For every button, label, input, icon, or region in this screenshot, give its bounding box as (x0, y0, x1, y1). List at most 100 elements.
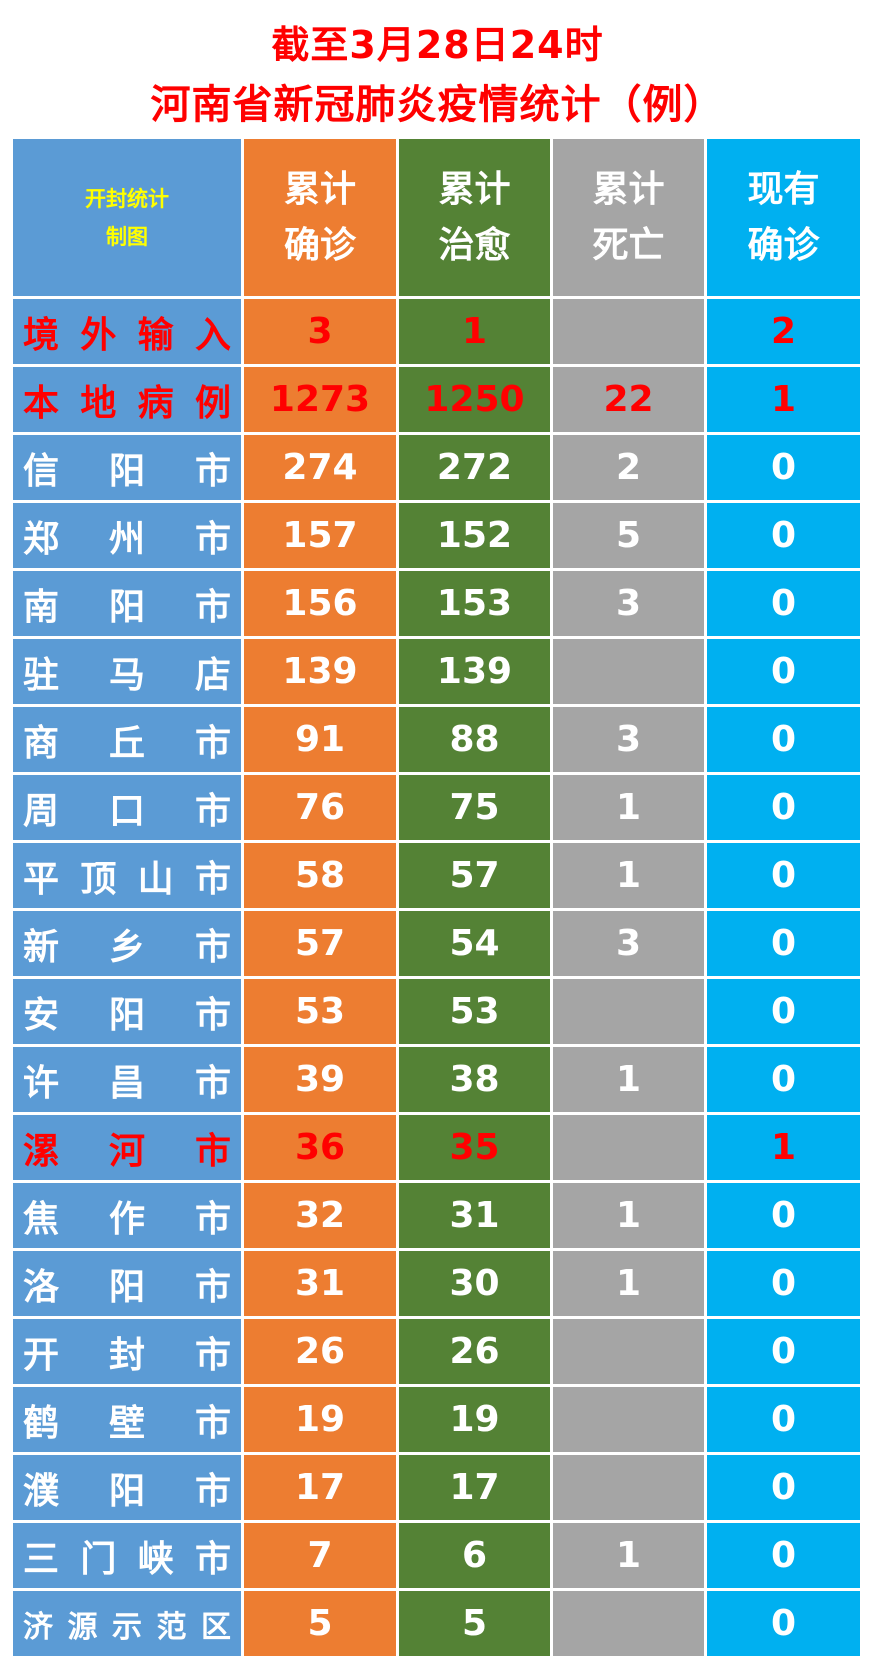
region-name: 境外输入 (23, 314, 231, 356)
region-name: 漯河市 (23, 1130, 231, 1172)
cell-current: 0 (707, 503, 860, 568)
row-label: 信阳市 (13, 435, 241, 500)
cell-current: 2 (707, 299, 860, 364)
region-name: 三门峡市 (23, 1538, 231, 1580)
row-label: 境外输入 (13, 299, 241, 364)
cell-cured: 35 (399, 1115, 550, 1180)
row-label: 鹤壁市 (13, 1387, 241, 1452)
row-label: 开封市 (13, 1319, 241, 1384)
cell-deaths: 3 (553, 571, 704, 636)
row-label: 商丘市 (13, 707, 241, 772)
header-line2: 治愈 (438, 224, 511, 266)
row-label: 安阳市 (13, 979, 241, 1044)
cell-deaths (553, 1591, 704, 1656)
cell-deaths: 3 (553, 911, 704, 976)
cell-current: 0 (707, 1523, 860, 1588)
cell-cured: 53 (399, 979, 550, 1044)
corner-credit: 开封统计 制图 (13, 139, 241, 296)
cell-cured: 19 (399, 1387, 550, 1452)
header-deaths: 累计 死亡 (553, 139, 704, 296)
corner-line2: 制图 (106, 224, 148, 249)
cell-current: 0 (707, 707, 860, 772)
header-line2: 确诊 (283, 224, 356, 266)
cell-current: 0 (707, 1387, 860, 1452)
cell-current: 0 (707, 1319, 860, 1384)
cell-deaths: 1 (553, 1523, 704, 1588)
cell-cured: 5 (399, 1591, 550, 1656)
cell-cured: 57 (399, 843, 550, 908)
title-date: 截至3月28日24时 (271, 23, 604, 67)
region-name: 许昌市 (23, 1062, 231, 1104)
cell-cured: 6 (399, 1523, 550, 1588)
cell-cured: 26 (399, 1319, 550, 1384)
header-line2: 确诊 (747, 224, 820, 266)
row-label: 济源示范区 (13, 1591, 241, 1656)
cell-confirmed: 57 (244, 911, 396, 976)
cell-current: 0 (707, 775, 860, 840)
region-name: 南阳市 (23, 586, 231, 628)
region-name: 洛阳市 (23, 1266, 231, 1308)
cell-cured: 272 (399, 435, 550, 500)
region-name: 济源示范区 (23, 1609, 231, 1645)
region-name: 商丘市 (23, 722, 231, 764)
row-label: 许昌市 (13, 1047, 241, 1112)
cell-confirmed: 26 (244, 1319, 396, 1384)
header-line1: 累计 (592, 168, 665, 210)
cell-deaths (553, 979, 704, 1044)
header-line1: 累计 (283, 168, 356, 210)
row-label: 漯河市 (13, 1115, 241, 1180)
region-name: 鹤壁市 (23, 1402, 231, 1444)
cell-confirmed: 19 (244, 1387, 396, 1452)
cell-cured: 152 (399, 503, 550, 568)
cell-deaths (553, 1455, 704, 1520)
cell-current: 0 (707, 1047, 860, 1112)
cell-confirmed: 156 (244, 571, 396, 636)
corner-line1: 开封统计 (85, 186, 169, 211)
cell-deaths: 1 (553, 843, 704, 908)
cell-current: 0 (707, 1251, 860, 1316)
cell-confirmed: 7 (244, 1523, 396, 1588)
cell-deaths (553, 1319, 704, 1384)
cell-cured: 1250 (399, 367, 550, 432)
cell-deaths (553, 299, 704, 364)
header-current: 现有 确诊 (707, 139, 860, 296)
cell-cured: 153 (399, 571, 550, 636)
cell-current: 0 (707, 435, 860, 500)
cell-current: 1 (707, 1115, 860, 1180)
cell-cured: 75 (399, 775, 550, 840)
cell-deaths: 2 (553, 435, 704, 500)
region-name: 本地病例 (23, 382, 231, 424)
cell-confirmed: 32 (244, 1183, 396, 1248)
region-name: 驻马店 (23, 654, 231, 696)
row-label: 濮阳市 (13, 1455, 241, 1520)
cell-confirmed: 58 (244, 843, 396, 908)
row-label: 驻马店 (13, 639, 241, 704)
region-name: 新乡市 (23, 926, 231, 968)
cell-deaths: 1 (553, 1047, 704, 1112)
row-label: 平顶山市 (13, 843, 241, 908)
cell-confirmed: 91 (244, 707, 396, 772)
header-cured: 累计 治愈 (399, 139, 550, 296)
cell-deaths: 1 (553, 775, 704, 840)
cell-current: 0 (707, 1455, 860, 1520)
title-main: 河南省新冠肺炎疫情统计（例） (150, 82, 725, 128)
region-name: 平顶山市 (23, 858, 231, 900)
cell-cured: 31 (399, 1183, 550, 1248)
cell-deaths: 3 (553, 707, 704, 772)
row-label: 本地病例 (13, 367, 241, 432)
header-line2: 死亡 (592, 224, 665, 266)
region-name: 郑州市 (23, 518, 231, 560)
cell-confirmed: 53 (244, 979, 396, 1044)
cell-confirmed: 139 (244, 639, 396, 704)
cell-current: 0 (707, 1591, 860, 1656)
header-line1: 累计 (438, 168, 511, 210)
cell-deaths: 22 (553, 367, 704, 432)
cell-cured: 38 (399, 1047, 550, 1112)
cell-deaths: 1 (553, 1183, 704, 1248)
cell-confirmed: 36 (244, 1115, 396, 1180)
cell-current: 0 (707, 911, 860, 976)
cell-confirmed: 274 (244, 435, 396, 500)
cell-deaths: 5 (553, 503, 704, 568)
cell-confirmed: 3 (244, 299, 396, 364)
row-label: 洛阳市 (13, 1251, 241, 1316)
